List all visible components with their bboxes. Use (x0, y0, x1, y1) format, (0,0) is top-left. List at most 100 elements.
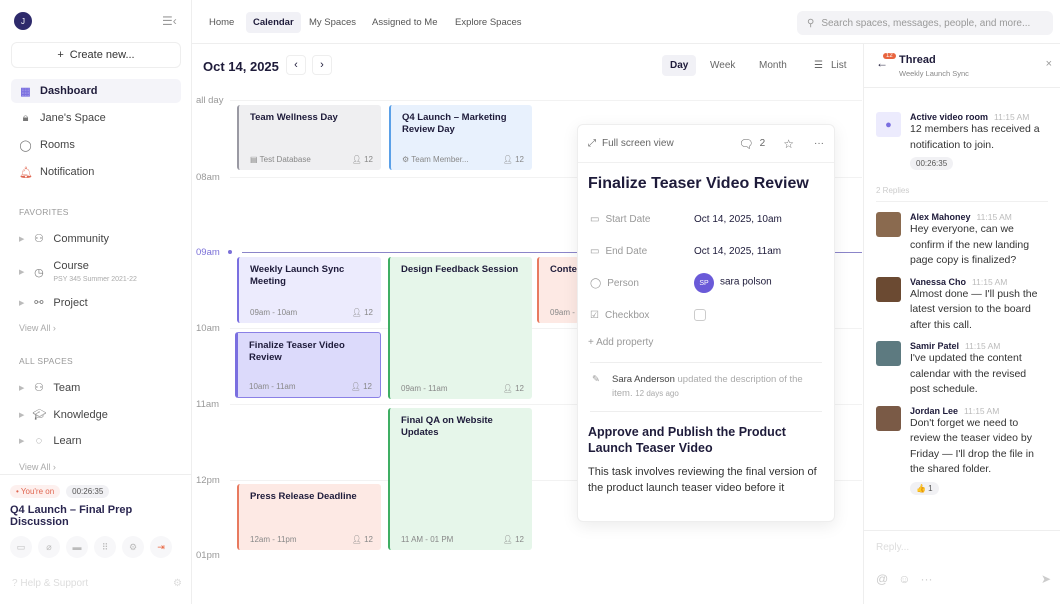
favorite-community[interactable]: ▶ ⚇ Community (19, 232, 109, 246)
send-icon[interactable]: ➤ (1040, 572, 1051, 586)
event-time: 09am - 10am (250, 308, 298, 317)
help-support[interactable]: ? Help & Support ⚙ (12, 578, 182, 589)
event-card[interactable]: Final QA on Website Updates 11 AM - 01 PM… (388, 408, 532, 550)
status-text: You're on (20, 487, 55, 496)
event-card[interactable]: Conte 09am - (537, 257, 579, 323)
settings-icon[interactable]: ⚙ (173, 578, 182, 589)
help-label: Help & Support (20, 578, 89, 589)
avatar[interactable]: J (14, 12, 32, 30)
space-team[interactable]: ▶ ⚇ Team (19, 381, 80, 395)
event-card[interactable]: Design Feedback Session 09am - 11am 👤︎ 12 (388, 257, 532, 399)
description-title: Approve and Publish the Product Launch T… (588, 425, 786, 455)
tab-explore-spaces[interactable]: Explore Spaces (455, 17, 522, 28)
sidebar-item-dashboard[interactable]: ▦ Dashboard (11, 79, 181, 103)
prev-day-button[interactable]: ‹ (286, 55, 306, 75)
checkbox[interactable] (694, 309, 706, 321)
expand-icon[interactable]: ▶ (19, 235, 25, 243)
property-end-date[interactable]: ▭ End Date Oct 14, 2025, 11am (578, 235, 834, 267)
favorite-project[interactable]: ▶ ⚯ Project (19, 296, 88, 310)
mic-off-icon[interactable]: ⌀ (38, 536, 60, 558)
view-all-spaces[interactable]: View All › (19, 462, 56, 472)
comment-icon[interactable]: 🗨︎ (738, 136, 754, 151)
view-all-favorites[interactable]: View All › (19, 323, 56, 333)
view-month[interactable]: Month (759, 60, 787, 71)
event-card[interactable]: Weekly Launch Sync Meeting 09am - 10am 👤︎ … (237, 257, 381, 323)
search-input[interactable]: ⚲ Search spaces, messages, people, and mo… (797, 11, 1053, 35)
leave-call-icon[interactable]: ⇥ (150, 536, 172, 558)
sidebar: J ☰‹ + Create new... ▦ Dashboard 🔒︎ Jane's … (0, 0, 192, 604)
view-list[interactable]: ☰ List (806, 55, 855, 76)
property-key: Person (607, 277, 639, 289)
tab-assigned-to-me[interactable]: Assigned to Me (372, 17, 438, 28)
space-knowledge[interactable]: ▶ 🎓︎ Knowledge (19, 408, 108, 422)
camera-off-icon[interactable]: ▭ (10, 536, 32, 558)
room-timer: 00:26:35 (910, 157, 954, 170)
more-icon[interactable]: ··· (814, 138, 824, 149)
divider (230, 404, 862, 405)
mention-icon[interactable]: @ (876, 572, 889, 586)
message-text: Hey everyone, can we confirm if the new … (910, 223, 1030, 266)
view-week[interactable]: Week (710, 60, 736, 71)
reply-input[interactable]: Reply... (876, 542, 910, 553)
more-icon[interactable]: ··· (920, 572, 933, 586)
star-icon[interactable]: ☆ (783, 136, 794, 151)
active-call: • You're on 00:26:35 Q4 Launch – Final Pr… (0, 474, 192, 538)
community-icon: ⚇ (33, 233, 44, 245)
expand-icon[interactable]: ▶ (19, 411, 25, 419)
property-start-date[interactable]: ▭ Start Date Oct 14, 2025, 10am (578, 203, 834, 235)
expand-icon[interactable]: ▶ (19, 269, 25, 276)
divider (590, 411, 822, 412)
event-time: 11 AM - 01 PM (401, 535, 454, 544)
emoji-icon[interactable]: ☺ (898, 572, 911, 586)
thread-title: Thread (899, 54, 936, 66)
screen-share-icon[interactable]: ▬ (66, 536, 88, 558)
attendee-count: 12 (364, 308, 373, 317)
detail-title: Finalize Teaser Video Review (588, 175, 809, 192)
call-status: • You're on (10, 485, 61, 498)
tab-calendar[interactable]: Calendar (246, 12, 301, 33)
sidebar-item-rooms[interactable]: ◯ Rooms (11, 133, 181, 157)
back-arrow-icon[interactable]: ← (876, 56, 888, 70)
close-icon[interactable]: × (1045, 58, 1052, 70)
expand-icon[interactable]: ▶ (19, 438, 25, 445)
apps-icon[interactable]: ⠿ (94, 536, 116, 558)
chat-icon: ◯ (19, 139, 32, 152)
expand-icon[interactable]: ▶ (19, 384, 25, 392)
create-new-button[interactable]: + Create new... (11, 42, 181, 68)
property-person[interactable]: ◯ Person SP sara polson (578, 267, 834, 299)
user-circle-icon: ◯ (590, 277, 602, 289)
hour-label: 11am (196, 399, 220, 410)
event-card[interactable]: Q4 Launch – Marketing Review Day ⚙ Team M… (389, 105, 532, 170)
thread-subtitle: Weekly Launch Sync (899, 69, 969, 78)
event-title: Weekly Launch Sync Meeting (250, 264, 345, 287)
tab-my-spaces[interactable]: My Spaces (309, 17, 356, 28)
activity-user: Sara Anderson (612, 374, 675, 385)
spaces-heading: ALL SPACES (19, 356, 74, 366)
label: Rooms (40, 139, 75, 151)
divider (230, 480, 862, 481)
project-icon: ⚯ (34, 297, 44, 309)
collapse-sidebar-icon[interactable]: ☰‹ (162, 14, 177, 28)
gear-icon[interactable]: ⚙ (122, 536, 144, 558)
favorite-course[interactable]: ▶ ◷ Course PSY 345 Summer 2021-22 (19, 260, 137, 284)
add-property-button[interactable]: + Add property (588, 337, 654, 348)
reaction-button[interactable]: 👍 1 (910, 481, 939, 495)
event-card-selected[interactable]: Finalize Teaser Video Review 10am - 11am 👤… (235, 332, 381, 398)
hour-label: 10am (196, 323, 220, 334)
view-day[interactable]: Day (662, 55, 697, 76)
label: Course (53, 260, 89, 272)
sidebar-item-janes-space[interactable]: 🔒︎ Jane's Space (11, 106, 181, 130)
next-day-button[interactable]: › (312, 55, 332, 75)
attendee-count: 12 (364, 535, 373, 544)
expand-icon[interactable]: ▶ (19, 299, 25, 307)
space-learn[interactable]: ▶ ◌ Learn (19, 435, 82, 447)
event-card[interactable]: Press Release Deadline 12am - 11pm 👤︎ 12 (237, 484, 381, 550)
tab-home[interactable]: Home (209, 17, 235, 28)
event-title: Q4 Launch – Marketing Review Day (402, 112, 507, 135)
full-screen-button[interactable]: Full screen view (602, 138, 674, 149)
expand-icon[interactable]: ⤢ (588, 138, 596, 149)
label: Dashboard (40, 85, 98, 97)
property-value: Oct 14, 2025, 11am (694, 245, 782, 257)
event-card[interactable]: Team Wellness Day ▤ Test Database 👤︎ 12 (237, 105, 381, 170)
sidebar-item-notification[interactable]: 🔔︎ Notification (11, 160, 181, 184)
